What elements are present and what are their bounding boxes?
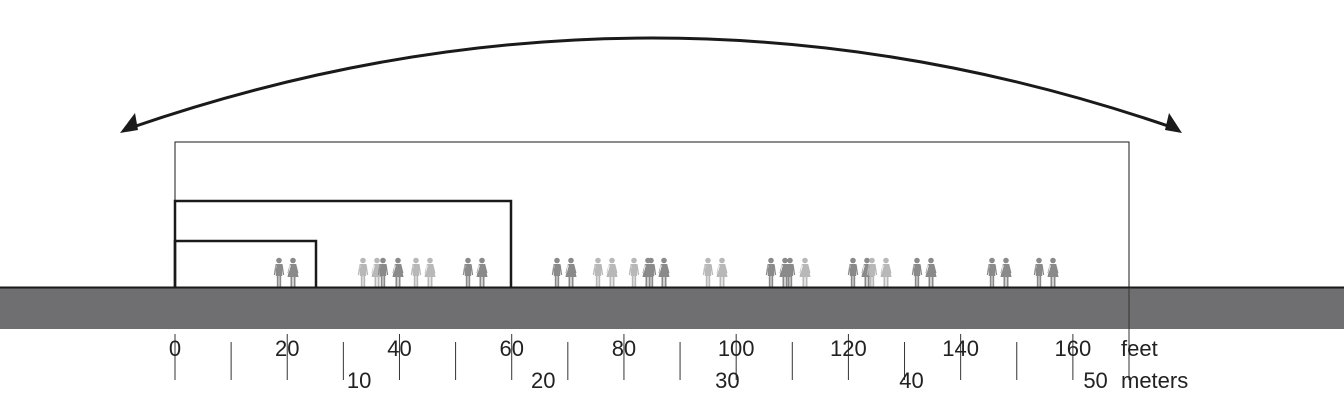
person-icon <box>702 257 714 287</box>
person-icon <box>986 257 998 287</box>
feet-tick-label: 20 <box>275 336 299 361</box>
person-icon <box>273 257 285 287</box>
person-icon <box>357 257 369 287</box>
person-icon <box>628 257 640 287</box>
person-icon <box>551 257 563 287</box>
person-icon <box>1047 257 1059 287</box>
person-icon <box>866 257 878 287</box>
person-icon <box>592 257 604 287</box>
arrow-head-left-icon <box>120 113 138 133</box>
feet-tick-label: 60 <box>499 336 523 361</box>
person-icon <box>377 257 389 287</box>
feet-tick-label: 140 <box>942 336 979 361</box>
feet-unit-label: feet <box>1121 336 1158 361</box>
medium-box-outline <box>173 199 513 290</box>
person-icon <box>799 257 811 287</box>
feet-tick-label: 80 <box>612 336 636 361</box>
meters-tick-label: 40 <box>899 368 923 393</box>
person-icon <box>847 257 859 287</box>
person-icon <box>287 257 299 287</box>
person-icon <box>1033 257 1045 287</box>
meters-unit-label: meters <box>1121 368 1188 393</box>
ground-band <box>0 288 1344 329</box>
person-icon <box>476 257 488 287</box>
person-icon <box>765 257 777 287</box>
scale-bar: 0 20 40 60 80 100 120 140 160 10 20 30 40 50 feet meter… <box>169 288 1188 393</box>
person-icon <box>424 257 436 287</box>
person-icon <box>658 257 670 287</box>
meters-tick-label: 50 <box>1083 368 1107 393</box>
feet-tick-label: 160 <box>1055 336 1092 361</box>
feet-tick-label: 0 <box>169 336 181 361</box>
person-icon <box>784 257 796 287</box>
feet-tick-label: 100 <box>718 336 755 361</box>
person-icon <box>716 257 728 287</box>
person-icon <box>565 257 577 287</box>
person-icon <box>606 257 618 287</box>
person-icon <box>1000 257 1012 287</box>
person-icon <box>410 257 422 287</box>
meters-tick-label: 30 <box>715 368 739 393</box>
person-icon <box>880 257 892 287</box>
people-figures <box>273 257 1059 287</box>
feet-tick-label: 40 <box>387 336 411 361</box>
person-icon <box>645 257 657 287</box>
person-icon <box>911 257 923 287</box>
arrow-head-right-icon <box>1165 113 1182 133</box>
person-icon <box>462 257 474 287</box>
meters-tick-label: 10 <box>347 368 371 393</box>
meters-tick-label: 20 <box>531 368 555 393</box>
feet-tick-label: 120 <box>830 336 867 361</box>
person-icon <box>392 257 404 287</box>
person-icon <box>925 257 937 287</box>
double-headed-arc-arrow-icon <box>129 36 1175 130</box>
